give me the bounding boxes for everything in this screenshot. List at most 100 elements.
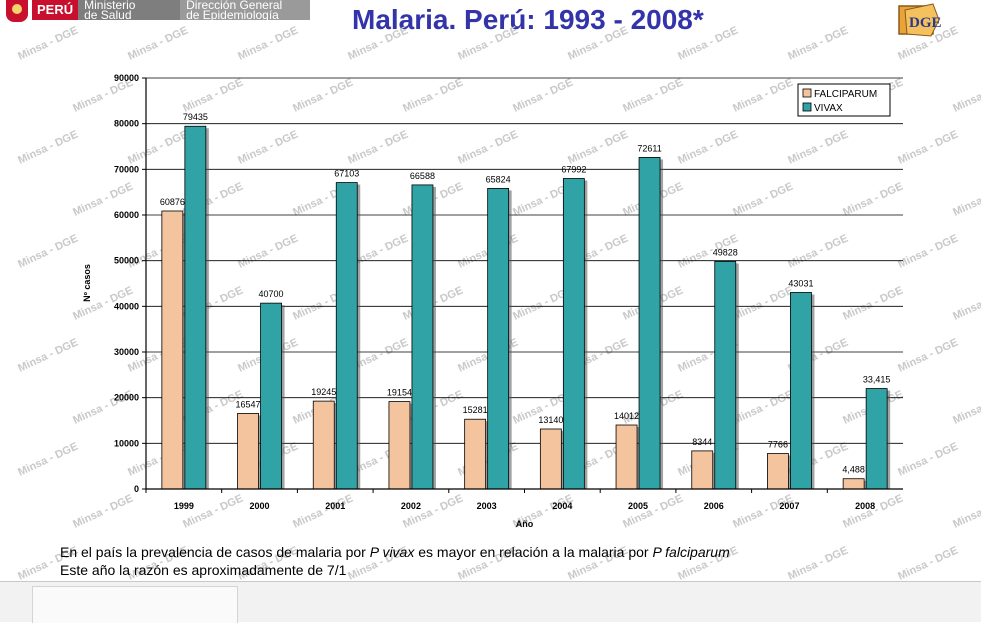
data-label-falciparum-2006: 8344	[692, 437, 712, 447]
bar-vivax-2000	[260, 302, 282, 490]
bar-falciparum-2006	[691, 450, 714, 490]
watermark-text: Minsa - DGE	[181, 76, 245, 114]
y-tick-label: 90000	[114, 73, 139, 83]
x-axis-label: Año	[516, 519, 534, 529]
x-tick-label: 2002	[401, 501, 421, 511]
directorate-label: Dirección General de Epidemiología	[180, 0, 311, 20]
dge-logo-icon: DGE	[898, 3, 942, 37]
y-tick-label: 0	[134, 484, 139, 494]
data-labels: 60876 79435 16547 40700 19245 67103 19154 66588…	[160, 112, 891, 474]
bar-vivax-2006	[714, 261, 737, 490]
peru-label: PERÚ	[32, 0, 79, 20]
y-axis-ticks: 0 10000 20000 30000 40000 50000 60000 70000 8000…	[114, 73, 146, 494]
watermark-text: Minsa - DGE	[731, 180, 795, 218]
x-tick-label: 1999	[174, 501, 194, 511]
bar-falciparum-2003	[464, 418, 487, 490]
data-label-vivax-2002: 66588	[410, 171, 435, 181]
watermark-text: Minsa - DGE	[951, 284, 981, 322]
bar-falciparum-2001	[312, 400, 335, 490]
data-label-vivax-1999: 79435	[183, 112, 208, 122]
ministry-line-2: de Salud	[84, 8, 132, 20]
y-tick-label: 20000	[114, 393, 139, 403]
data-label-vivax-2001: 67103	[334, 169, 359, 179]
data-label-vivax-2008: 33,415	[863, 375, 891, 385]
watermark-text: Minsa - DGE	[511, 76, 575, 114]
bar-falciparum-2000	[237, 413, 259, 490]
watermark-text: Minsa - DGE	[291, 76, 355, 114]
page-title: Malaria. Perú: 1993 - 2008*	[352, 4, 704, 35]
bar-falciparum-2005	[615, 424, 638, 490]
x-tick-label: 2000	[250, 501, 270, 511]
watermark-text: Minsa - DGE	[731, 76, 795, 114]
bar-falciparum-2007	[767, 453, 789, 490]
watermark-text: Minsa - DGE	[566, 128, 630, 166]
data-label-vivax-2005: 72611	[637, 143, 661, 153]
watermark-text: Minsa - DGE	[951, 180, 981, 218]
y-tick-label: 70000	[114, 164, 139, 174]
y-tick-label: 60000	[114, 210, 139, 220]
x-tick-label: 2005	[628, 501, 648, 511]
x-axis-ticks: 1999 2000 2001 2002 2003 2004 2005 2006 2007 2008	[145, 489, 875, 511]
legend: FALCIPARUM VIVAX	[797, 83, 891, 117]
footer-species-vivax: P vivax	[369, 544, 415, 560]
bar-vivax-2001	[335, 182, 358, 490]
bar-vivax-2008	[865, 388, 888, 490]
bars	[161, 125, 891, 490]
watermark-text: Minsa - DGE	[346, 24, 410, 62]
slide-tab[interactable]	[32, 586, 238, 623]
watermark-text: Minsa - DGE	[346, 128, 410, 166]
watermark-text: Minsa - DGE	[786, 544, 850, 581]
watermark-text: Minsa - DGE	[126, 128, 190, 166]
data-label-falciparum-2000: 16547	[236, 399, 261, 409]
bar-vivax-2002	[411, 184, 434, 490]
watermark-text: Minsa - DGE	[731, 284, 795, 322]
legend-swatch-vivax	[802, 102, 812, 112]
data-label-falciparum-2004: 13140	[538, 415, 563, 425]
bar-falciparum-2008	[842, 478, 865, 490]
y-tick-label: 30000	[114, 347, 139, 357]
directorate-line-1: Dirección General	[186, 0, 283, 12]
ministry-label: Ministerio de Salud	[78, 0, 181, 20]
bar-falciparum-1999	[161, 210, 184, 490]
watermark-text: Minsa - DGE	[181, 492, 245, 530]
peru-coat-of-arms-icon	[6, 0, 28, 22]
watermark-text: Minsa - DGE	[841, 492, 905, 530]
x-tick-label: 2003	[477, 501, 497, 511]
footer-text-part-1: En el país la prevalencia de casos de ma…	[60, 544, 370, 560]
watermark-text: Minsa - DGE	[896, 544, 960, 581]
watermark-text: Minsa - DGE	[731, 492, 795, 530]
x-tick-label: 2004	[552, 501, 572, 511]
watermark-text: Minsa - DGE	[786, 24, 850, 62]
y-tick-label: 10000	[114, 438, 139, 448]
footer-line-1: En el país la prevalencia de casos de ma…	[60, 543, 730, 561]
watermark-text: Minsa - DGE	[896, 336, 960, 374]
watermark-text: Minsa - DGE	[456, 128, 520, 166]
data-label-vivax-2004: 67992	[561, 165, 586, 175]
data-label-falciparum-1999: 60876	[160, 197, 185, 207]
watermark-text: Minsa - DGE	[16, 24, 80, 62]
data-label-falciparum-2002: 19154	[387, 388, 412, 398]
watermark-text: Minsa - DGE	[621, 492, 685, 530]
data-label-falciparum-2001: 19245	[311, 387, 336, 397]
legend-label-vivax: VIVAX	[814, 103, 843, 114]
footer-species-falciparum: P falciparum	[652, 544, 730, 560]
legend-swatch-falciparum	[802, 88, 812, 98]
bar-vivax-2003	[487, 188, 510, 490]
watermark-text: Minsa - DGE	[71, 492, 135, 530]
y-tick-label: 80000	[114, 119, 139, 129]
ministry-line-1: Ministerio	[84, 0, 136, 12]
watermark-text: Minsa - DGE	[291, 492, 355, 530]
footer-text: En el país la prevalencia de casos de ma…	[60, 543, 730, 579]
y-axis-label: Nº casos	[82, 264, 92, 302]
watermark-text: Minsa - DGE	[951, 492, 981, 530]
watermark-text: Minsa - DGE	[16, 440, 80, 478]
watermark-text: Minsa - DGE	[841, 284, 905, 322]
x-tick-label: 2007	[779, 501, 799, 511]
bar-falciparum-2002	[388, 401, 411, 490]
watermark-text: Minsa - DGE	[456, 24, 520, 62]
watermark-text: Minsa - DGE	[896, 128, 960, 166]
x-tick-label: 2001	[325, 501, 345, 511]
watermark-text: Minsa - DGE	[841, 180, 905, 218]
legend-box	[797, 83, 891, 117]
y-tick-label: 50000	[114, 256, 139, 266]
